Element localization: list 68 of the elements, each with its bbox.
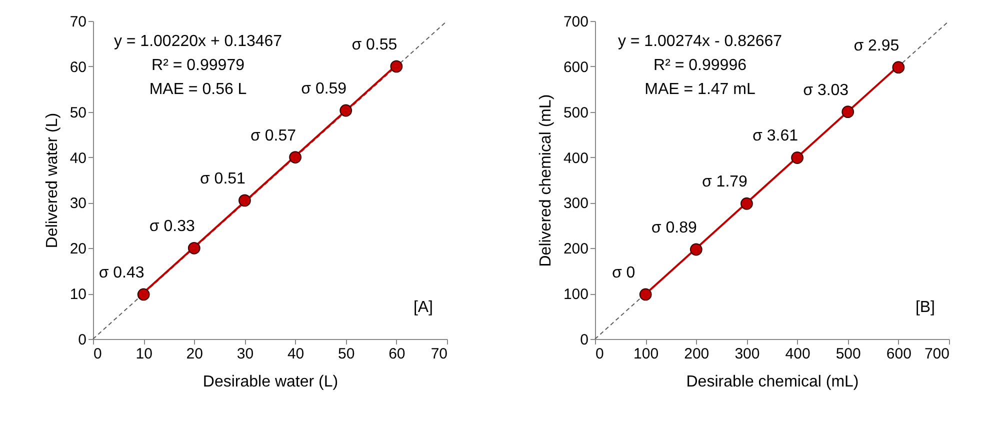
y-tick-label: 100	[563, 286, 588, 304]
annotation: [B]	[915, 299, 935, 316]
point	[340, 104, 352, 117]
x-axis-title: Desirable water (L)	[202, 374, 338, 390]
annotation: σ 0.89	[651, 220, 697, 237]
annotation: [A]	[413, 299, 433, 316]
annotation: R² = 0.99979	[152, 57, 245, 74]
x-tick-label: 30	[236, 346, 254, 362]
annotation: MAE = 1.47 mL	[644, 81, 756, 98]
y-tick-label: 400	[563, 150, 588, 167]
annotation: y = 1.00274x - 0.82667	[618, 33, 782, 50]
y-axis-title: Delivered chemical (mL)	[537, 94, 554, 267]
y-axis-title: Delivered water (L)	[44, 112, 61, 248]
x-tick-label: 100	[634, 346, 659, 362]
y-tick-label: 20	[70, 240, 86, 258]
annotation: σ 1.79	[702, 174, 748, 191]
x-tick-label: 700	[924, 346, 950, 362]
annotation: σ 3.61	[752, 128, 798, 145]
x-tick-label: 0	[596, 346, 604, 362]
point	[740, 197, 753, 210]
x-axis-title: Desirable chemical (mL)	[686, 374, 859, 390]
x-tick-label: 40	[287, 346, 304, 362]
annotation: σ 0.33	[149, 218, 195, 236]
x-tick-label: 200	[684, 346, 710, 362]
annotation: y = 1.00220x + 0.13467	[114, 33, 282, 50]
y-tick-label: 30	[70, 195, 86, 212]
annotation: σ 0.55	[352, 36, 398, 54]
annotation: σ 0	[612, 264, 636, 282]
annotation: σ 0.51	[200, 170, 246, 188]
x-tick-label: 10	[136, 346, 152, 362]
point	[137, 288, 150, 301]
point	[639, 288, 652, 301]
y-tick-label: 70	[70, 14, 86, 30]
x-tick-label: 400	[785, 346, 810, 362]
x-tick-label: 0	[94, 346, 102, 362]
annotation: σ 0.59	[301, 80, 347, 98]
point	[892, 61, 905, 74]
point	[690, 243, 702, 256]
y-tick-label: 40	[70, 150, 86, 167]
point	[842, 106, 854, 118]
y-tick-label: 0	[580, 332, 588, 348]
x-tick-label: 70	[430, 346, 448, 362]
y-tick-label: 0	[78, 332, 86, 348]
y-tick-label: 500	[563, 104, 588, 122]
y-tick-label: 600	[563, 58, 588, 76]
annotation: MAE = 0.56 L	[149, 81, 247, 98]
point	[188, 242, 200, 254]
annotation: σ 2.95	[854, 37, 900, 54]
y-tick-label: 60	[70, 58, 86, 76]
x-tick-label: 50	[338, 346, 355, 362]
x-tick-label: 600	[886, 346, 912, 362]
annotation: σ 0.57	[250, 127, 296, 144]
annotation: σ 0.43	[98, 264, 144, 282]
point	[791, 152, 804, 164]
y-tick-label: 50	[70, 104, 86, 122]
y-tick-label: 200	[563, 240, 588, 258]
x-tick-label: 20	[186, 346, 203, 362]
annotation: σ 3.03	[803, 82, 849, 99]
point	[238, 194, 251, 207]
point	[289, 151, 302, 164]
x-tick-label: 300	[734, 346, 760, 362]
y-tick-label: 300	[563, 195, 588, 212]
y-tick-label: 10	[70, 286, 86, 304]
point	[390, 60, 403, 73]
annotation: R² = 0.99996	[654, 57, 747, 74]
x-tick-label: 60	[388, 346, 406, 362]
x-tick-label: 500	[836, 346, 861, 362]
y-tick-label: 700	[563, 14, 588, 30]
